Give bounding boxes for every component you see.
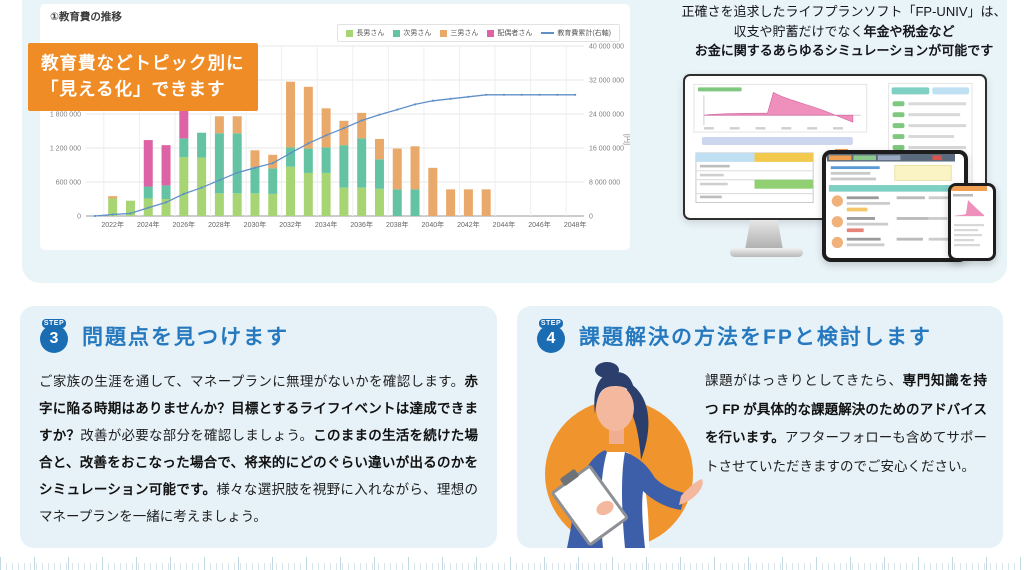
legend-swatch: [440, 29, 448, 37]
step4-body: 課題がはっきりとしてきたら、専門知識を持つ FP が具体的な課題解決のためのアド…: [705, 373, 987, 474]
callout-line-1: 教育費などトピック別に: [41, 53, 245, 73]
svg-text:[円]: [円]: [623, 134, 630, 145]
svg-text:0: 0: [589, 214, 593, 221]
svg-text:600 000: 600 000: [56, 180, 81, 187]
monitor-stand-neck: [745, 220, 783, 250]
intro-text: 正確さを追求したライフプランソフト「FP-UNIV」は、 収支や貯蓄だけでなく年…: [674, 2, 1014, 61]
phone-ui-graphic: [951, 186, 987, 247]
svg-text:2042年: 2042年: [457, 220, 480, 229]
chart-legend: 長男さん 次男さん 三男さん 配偶者さん 教育費累計(右軸): [337, 24, 620, 42]
callout-badge: 教育費などトピック別に 「見える化」できます: [28, 43, 258, 111]
svg-text:2044年: 2044年: [493, 220, 516, 229]
svg-text:2046年: 2046年: [528, 220, 551, 229]
svg-text:2038年: 2038年: [386, 220, 409, 229]
top-section: ①教育費の推移 長男さん 次男さん 三男さん 配偶者さん 教育費累計(右軸) 0 0 600…: [22, 0, 1007, 283]
monitor-stand-base: [730, 248, 803, 257]
monitor-mockup: [683, 74, 987, 220]
tablet-mockup: [822, 150, 968, 262]
svg-text:2048年: 2048年: [564, 220, 587, 229]
svg-text:2040年: 2040年: [422, 220, 445, 229]
legend-item: 三男さん: [440, 28, 478, 38]
svg-text:2030年: 2030年: [244, 220, 267, 229]
step3-header: STEP 3 問題点を見つけます: [37, 319, 497, 353]
step4-header: STEP 4 課題解決の方法をFPと検討します: [534, 319, 1003, 353]
svg-text:1 800 000: 1 800 000: [50, 112, 81, 119]
step3-card: STEP 3 問題点を見つけます ご家族の生涯を通して、マネープランに無理がない…: [20, 306, 497, 548]
svg-text:32 000 000: 32 000 000: [589, 78, 624, 85]
step-badge-label: STEP: [539, 319, 563, 328]
step-badge-number: 3: [40, 325, 68, 353]
legend-item: 配偶者さん: [487, 28, 532, 38]
legend-swatch: [487, 29, 495, 37]
svg-text:24 000 000: 24 000 000: [589, 112, 624, 119]
step3-badge: STEP 3: [37, 319, 71, 353]
step-badge-label: STEP: [42, 319, 66, 328]
legend-line-swatch: [541, 32, 555, 34]
fp-advisor-illustration: [545, 362, 703, 548]
tablet-ui-graphic: [827, 154, 955, 249]
step4-title: 課題解決の方法をFPと検討します: [579, 326, 932, 349]
svg-text:2032年: 2032年: [279, 220, 302, 229]
svg-text:2028年: 2028年: [208, 220, 231, 229]
svg-text:8 000 000: 8 000 000: [589, 180, 620, 187]
svg-text:2034年: 2034年: [315, 220, 338, 229]
intro-line-3: お金に関するあらゆるシミュレーションが可能です: [694, 43, 994, 58]
legend-swatch: [346, 29, 354, 37]
step4-card: STEP 4 課題解決の方法をFPと検討します 課題がはっきりとしてきたら、専門…: [517, 306, 1003, 548]
step-badge-number: 4: [537, 325, 565, 353]
svg-text:40 000 000: 40 000 000: [589, 44, 624, 51]
svg-text:2036年: 2036年: [350, 220, 373, 229]
ruler-pattern: [0, 557, 1024, 570]
svg-text:2022年: 2022年: [101, 220, 124, 229]
callout-line-2: 「見える化」できます: [41, 79, 226, 99]
svg-text:1 200 000: 1 200 000: [50, 146, 81, 153]
phone-mockup: [948, 183, 996, 261]
step3-body: ご家族の生涯を通して、マネープランに無理がないかを確認します。赤字に陥る時期はあ…: [39, 374, 479, 524]
legend-item-line: 教育費累計(右軸): [541, 28, 611, 38]
legend-item: 長男さん: [346, 28, 384, 38]
svg-text:2026年: 2026年: [173, 220, 196, 229]
svg-text:2024年: 2024年: [137, 220, 160, 229]
svg-text:0: 0: [77, 214, 81, 221]
step4-badge: STEP 4: [534, 319, 568, 353]
chart-title: ①教育費の推移: [50, 11, 122, 23]
education-chart-panel: ①教育費の推移 長男さん 次男さん 三男さん 配偶者さん 教育費累計(右軸) 0 0 600…: [40, 4, 631, 250]
legend-item: 次男さん: [393, 28, 431, 38]
svg-text:16 000 000: 16 000 000: [589, 146, 624, 153]
intro-line-2: 収支や貯蓄だけでなく年金や税金など: [733, 23, 955, 39]
monitor-screen-graphic: [688, 79, 982, 215]
step3-title: 問題点を見つけます: [82, 326, 289, 349]
legend-swatch: [393, 29, 401, 37]
intro-line-1: 正確さを追求したライフプランソフト「FP-UNIV」は、: [681, 4, 1007, 19]
